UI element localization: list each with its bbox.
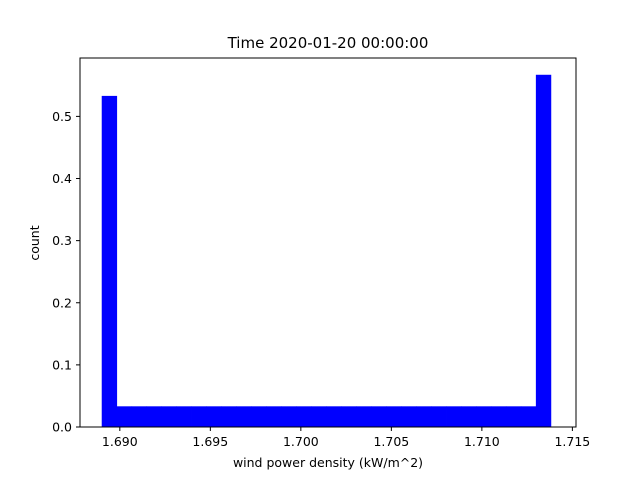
histogram-bar xyxy=(221,406,237,427)
histogram-bar xyxy=(475,406,492,427)
histogram-bar xyxy=(206,406,222,427)
x-tick-label: 1.700 xyxy=(283,434,319,449)
histogram-bar xyxy=(131,406,148,427)
x-tick-label: 1.710 xyxy=(464,434,500,449)
plot-frame xyxy=(79,57,577,428)
histogram-bar xyxy=(520,406,537,427)
histogram-bar xyxy=(401,406,417,427)
x-tick-label: 1.715 xyxy=(554,434,590,449)
y-tick-label: 0.0 xyxy=(52,420,72,435)
histogram-bar xyxy=(281,406,297,427)
histogram-bar xyxy=(431,406,447,427)
histogram-bar xyxy=(505,406,522,427)
histogram-bar xyxy=(161,406,177,427)
histogram-bar xyxy=(116,406,133,427)
y-axis-ticks: 0.0 0.1 0.2 0.3 0.4 0.5 xyxy=(52,109,80,435)
histogram-bar xyxy=(446,406,462,427)
histogram-bar xyxy=(251,406,267,427)
histogram-bar xyxy=(371,406,387,427)
x-tick-label: 1.705 xyxy=(373,434,409,449)
histogram-bar xyxy=(535,74,552,427)
y-tick-label: 0.2 xyxy=(52,295,72,310)
histogram-bar xyxy=(326,406,342,427)
histogram-bar xyxy=(461,406,477,427)
histogram-bar xyxy=(146,406,163,427)
histogram-bar xyxy=(236,406,252,427)
x-axis-label: wind power density (kW/m^2) xyxy=(233,455,423,470)
histogram-bar xyxy=(416,406,432,427)
histogram-bar xyxy=(490,406,507,427)
histogram-bar xyxy=(266,406,282,427)
histogram-bar xyxy=(101,95,118,428)
histogram-bar xyxy=(386,406,402,427)
histogram-bar xyxy=(191,406,207,427)
chart-title: Time 2020-01-20 00:00:00 xyxy=(227,34,429,52)
x-axis-ticks: 1.690 1.695 1.700 1.705 1.710 1.715 xyxy=(102,427,590,449)
histogram-bar xyxy=(296,406,312,427)
histogram-bar xyxy=(341,406,357,427)
y-axis-label: count xyxy=(27,225,42,260)
y-tick-label: 0.1 xyxy=(52,357,72,372)
x-tick-label: 1.695 xyxy=(192,434,228,449)
y-tick-label: 0.5 xyxy=(52,109,72,124)
histogram-bar xyxy=(176,406,192,427)
histogram-bar xyxy=(356,406,372,427)
y-tick-label: 0.3 xyxy=(52,233,72,248)
histogram-bar xyxy=(311,406,327,427)
y-tick-label: 0.4 xyxy=(52,171,72,186)
x-tick-label: 1.690 xyxy=(102,434,138,449)
bars-group xyxy=(101,74,552,428)
